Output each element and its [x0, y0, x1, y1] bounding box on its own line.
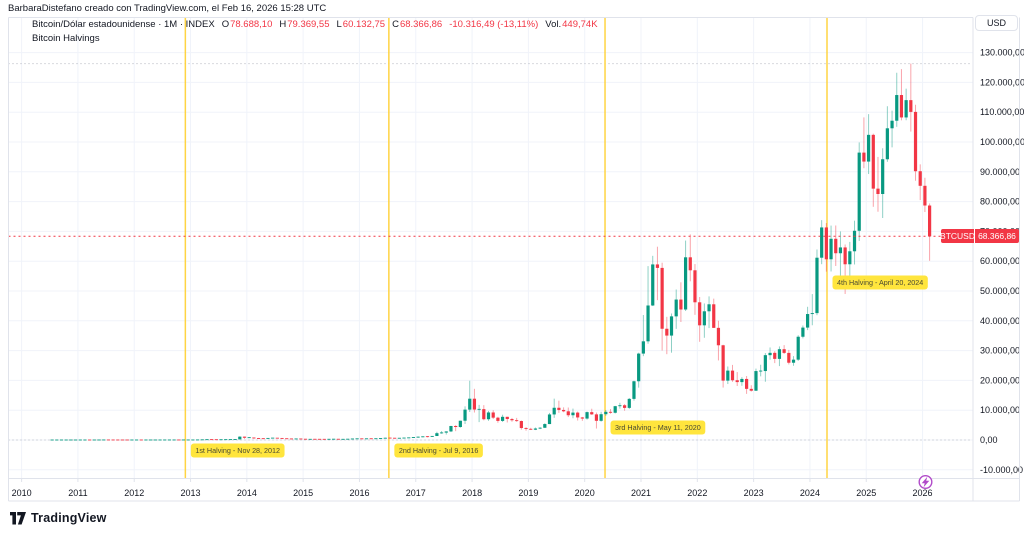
time-scale-label: 2018 [462, 488, 482, 498]
price-scale-label: 40.000,00 [980, 316, 1020, 326]
price-scale-label: 130.000,00 [980, 48, 1024, 58]
ohlc-high: H 79.369,55 [279, 19, 330, 30]
ohlc-low: L 60.132,75 [336, 19, 386, 30]
symbol-title[interactable]: Bitcoin/Dólar estadounidense · 1M · INDE… [32, 19, 215, 30]
lightning-icon [921, 476, 930, 488]
price-scale-label: 0,00 [980, 435, 998, 445]
price-scale-label: 50.000,00 [980, 286, 1020, 296]
time-scale-label: 2021 [631, 488, 651, 498]
price-scale-label: 80.000,00 [980, 197, 1020, 207]
halving-label-bg[interactable] [394, 443, 483, 458]
price-scale-label: 120.000,00 [980, 77, 1024, 87]
candlestick-series [50, 63, 932, 441]
time-scale-label: 2011 [68, 488, 87, 498]
time-scale-label: 2019 [518, 488, 538, 498]
price-tag[interactable]: BTCUSD 68.366,86 [940, 229, 1019, 243]
price-scale-label: 20.000,00 [980, 375, 1020, 385]
price-scale-label: 60.000,00 [980, 256, 1020, 266]
halving-label[interactable]: 1st Halving - Nov 28, 2012 [195, 446, 280, 455]
price-scale-label: 10.000,00 [980, 405, 1020, 415]
price-scale-label: 90.000,00 [980, 167, 1020, 177]
time-scale-label: 2013 [181, 488, 201, 498]
time-scale-label: 2015 [293, 488, 313, 498]
halving-label[interactable]: 4th Halving - April 20, 2024 [837, 278, 923, 287]
time-scale-label: 2020 [575, 488, 595, 498]
time-scale-label: 2010 [12, 488, 32, 498]
volume: Vol. 449,74K [545, 19, 598, 30]
last-bar-badge[interactable] [918, 475, 933, 490]
halving-label[interactable]: 2nd Halving - Jul 9, 2016 [399, 446, 479, 455]
ohlc-open: O 78.688,10 [221, 19, 273, 30]
halving-label[interactable]: 3rd Halving - May 11, 2020 [615, 423, 701, 432]
share-watermark: BarbaraDistefano creado con TradingView.… [8, 3, 327, 14]
tradingview-logo-icon [10, 511, 26, 524]
time-scale-label: 2017 [406, 488, 426, 498]
currency-button[interactable]: USD [975, 15, 1018, 31]
change-value: -10.316,49 (-13,11%) [449, 19, 539, 30]
time-scale-label: 2026 [913, 488, 933, 498]
price-scale-label: 30.000,00 [980, 346, 1020, 356]
time-scale-label: 2023 [744, 488, 764, 498]
price-scale-label: -10.000,00 [980, 465, 1023, 475]
time-scale-label: 2025 [856, 488, 876, 498]
halving-label-bg[interactable] [190, 443, 285, 458]
tradingview-logo-text: TradingView [31, 511, 107, 525]
chart-legend: Bitcoin/Dólar estadounidense · 1M · INDE… [32, 19, 598, 44]
time-scale-label: 2022 [687, 488, 707, 498]
halving-label-bg[interactable] [832, 275, 928, 290]
price-tag-value: 68.366,86 [975, 229, 1019, 243]
price-scale-label: 100.000,00 [980, 137, 1024, 147]
time-scale-label: 2014 [237, 488, 257, 498]
indicator-legend-bitcoin-halvings[interactable]: Bitcoin Halvings [32, 33, 100, 44]
time-scale-label: 2012 [124, 488, 144, 498]
tradingview-logo[interactable]: TradingView [10, 511, 107, 525]
time-scale-label: 2016 [349, 488, 369, 498]
halving-label-bg[interactable] [610, 420, 706, 435]
price-tag-symbol: BTCUSD [940, 229, 975, 243]
price-scale-label: 110.000,00 [980, 107, 1024, 117]
time-scale-label: 2024 [800, 488, 820, 498]
ohlc-close: C 68.366,86 [392, 19, 443, 30]
